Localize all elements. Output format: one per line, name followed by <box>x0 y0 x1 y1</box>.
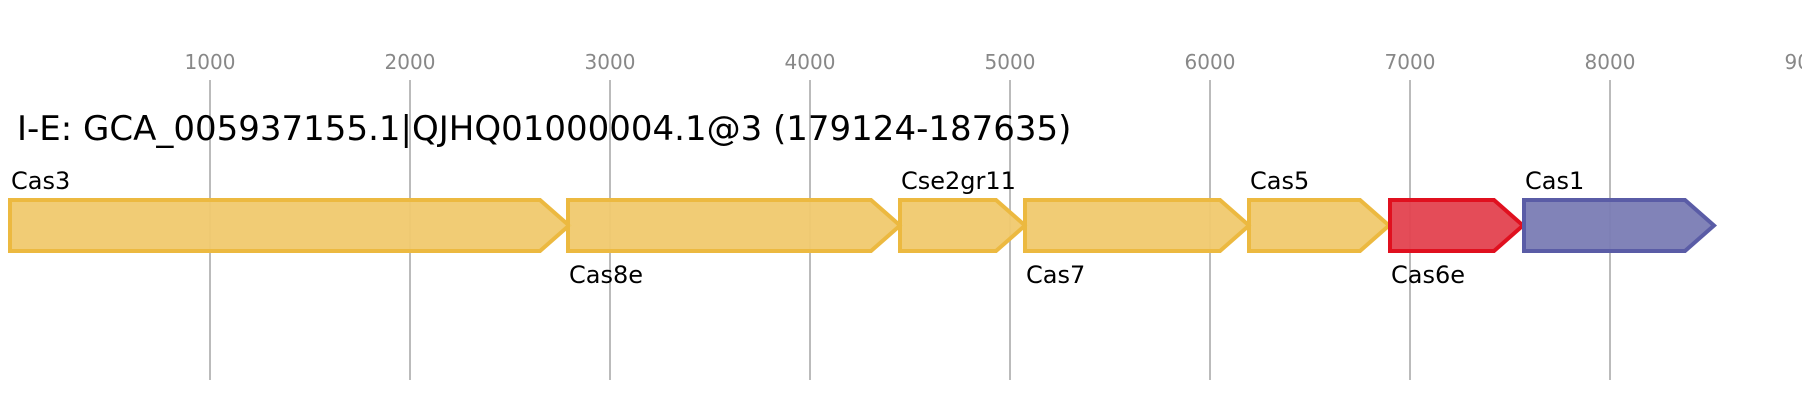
gene-label-cas7: Cas7 <box>1026 261 1085 289</box>
gene-track: Cas3 Cas8e Cse2gr11 Cas7 Cas5 Cas6e Cas1 <box>8 167 1718 289</box>
gene-arrow-cas1[interactable] <box>1522 198 1718 253</box>
gene-arrow-cse2gr11[interactable] <box>898 198 1029 253</box>
gene-arrow-cas7[interactable] <box>1023 198 1253 253</box>
tick-label-3000: 3000 <box>585 50 636 74</box>
gene-label-cas6e: Cas6e <box>1391 261 1465 289</box>
gene-label-cas3: Cas3 <box>11 167 70 195</box>
gene-label-cas1: Cas1 <box>1525 167 1584 195</box>
tick-label-5000: 5000 <box>985 50 1036 74</box>
gene-arrow-cas3[interactable] <box>8 198 573 253</box>
gene-label-cas8e: Cas8e <box>569 261 643 289</box>
gene-arrow-cas8e[interactable] <box>566 198 904 253</box>
tick-label-8000: 8000 <box>1585 50 1636 74</box>
tick-label-9000: 9000 <box>1785 50 1802 74</box>
gene-arrow-cas6e[interactable] <box>1388 198 1527 253</box>
gene-label-cas5: Cas5 <box>1250 167 1309 195</box>
gene-arrow-cas5[interactable] <box>1247 198 1393 253</box>
gene-label-cse2gr11: Cse2gr11 <box>901 167 1016 195</box>
tick-label-4000: 4000 <box>785 50 836 74</box>
diagram-title: I-E: GCA_005937155.1|QJHQ01000004.1@3 (1… <box>17 109 1071 149</box>
tick-label-1000: 1000 <box>185 50 236 74</box>
tick-label-2000: 2000 <box>385 50 436 74</box>
tick-label-7000: 7000 <box>1385 50 1436 74</box>
tick-label-6000: 6000 <box>1185 50 1236 74</box>
